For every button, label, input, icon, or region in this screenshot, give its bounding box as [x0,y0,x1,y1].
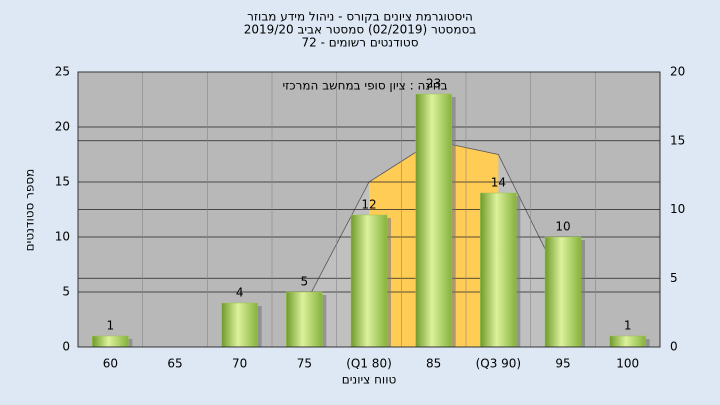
value-label: 12 [361,198,376,212]
x-tick-label: (Q1 80) [346,357,392,371]
y2-tick-label: 5 [670,271,678,285]
title-line: היסטוגרמת ציונים בקורס - ניהול מידע מבוז… [247,10,473,24]
x-tick-label: 95 [555,357,570,371]
bar [221,302,258,348]
value-label: 5 [301,275,309,289]
x-tick-label: 70 [232,357,247,371]
bar [415,93,452,348]
bar [350,214,388,348]
x-tick-label: (Q3 90) [476,357,522,371]
value-label: 1 [624,319,632,333]
value-label: 10 [555,220,570,234]
bar [480,192,517,348]
y-tick-label: 15 [55,175,70,189]
plot-subtitle: בחינה : ציון סופי במחשב המרכזי [282,79,447,93]
y-tick-label: 20 [55,120,70,134]
y2-tick-label: 20 [670,65,685,79]
value-label: 4 [236,286,244,300]
x-axis-label: טווח ציונים [342,373,397,387]
y2-tick-label: 0 [670,340,678,354]
bar [609,335,646,348]
y2-tick-label: 15 [670,133,685,147]
value-label: 1 [107,319,115,333]
plot-border [77,71,661,348]
y-tick-label: 25 [55,65,70,79]
x-tick-label: 100 [616,357,639,371]
x-tick-label: 75 [297,357,312,371]
value-label: 23 [426,77,441,91]
x-tick-label: 60 [103,357,118,371]
title-line: בסמסטר (02/2019) סמסטר אביב 2019/20 [244,23,476,37]
y-tick-label: 10 [55,230,70,244]
y-axis-label: מספר סטודנטים [23,169,37,252]
y-tick-label: 0 [62,340,70,354]
x-tick-label: 65 [167,357,182,371]
x-tick-label: 85 [426,357,441,371]
bar [92,335,129,348]
bar [544,236,582,348]
y2-tick-label: 10 [670,202,685,216]
y-tick-label: 5 [62,285,70,299]
bar [286,291,323,348]
title-line: סטודנטים רשומים - 72 [301,36,418,50]
value-label: 14 [491,176,506,190]
